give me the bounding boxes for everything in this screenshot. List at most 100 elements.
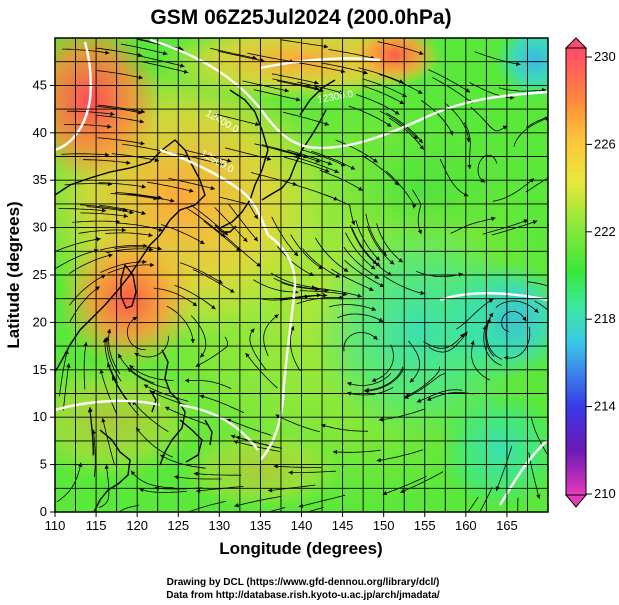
streamline-arrow	[230, 434, 236, 439]
streamline-arrow	[268, 488, 273, 493]
streamline-arrow	[129, 210, 134, 215]
streamline	[127, 193, 175, 202]
colorbar: 230 226 222 218 214 210	[564, 37, 616, 508]
streamline	[210, 47, 257, 59]
y-tick-label: 30	[33, 220, 47, 235]
height-contours	[55, 38, 548, 506]
streamline	[62, 363, 70, 411]
streamline	[328, 49, 376, 60]
streamline	[228, 203, 259, 242]
streamline-arrow	[532, 220, 538, 225]
x-tick-label: 115	[86, 518, 107, 533]
streamline-arrow	[370, 265, 376, 270]
streamline-arrow	[157, 246, 162, 251]
streamline	[378, 408, 426, 421]
credit-data: Data from http://database.rish.kyoto-u.a…	[166, 590, 440, 601]
streamline	[302, 248, 341, 278]
streamline-arrow	[470, 340, 475, 345]
streamline-arrow	[323, 293, 328, 298]
streamline-arrow	[419, 50, 424, 55]
streamline	[421, 100, 454, 136]
streamline	[470, 106, 508, 132]
streamline	[474, 51, 521, 65]
streamline-arrow	[170, 198, 175, 203]
streamline-arrow	[515, 541, 519, 545]
streamline	[187, 500, 227, 512]
streamline-arrow	[137, 53, 143, 58]
shaded-field	[55, 38, 548, 512]
x-tick-label: 110	[45, 518, 66, 533]
y-tick-label: 10	[33, 409, 47, 424]
streamline-arrow	[219, 161, 224, 166]
streamline-arrow	[324, 288, 329, 293]
streamline-arrow	[295, 97, 301, 102]
streamline-arrow	[253, 214, 258, 220]
streamline	[271, 216, 299, 257]
streamline-arrow	[229, 288, 235, 293]
x-tick-label: 125	[167, 518, 189, 533]
streamline-arrow	[102, 338, 108, 343]
streamline-arrow	[427, 396, 432, 401]
streamline	[69, 286, 100, 323]
streamline	[314, 287, 362, 298]
streamline-arrow	[250, 328, 255, 333]
streamline	[119, 504, 140, 512]
streamline-arrow	[324, 121, 329, 126]
streamline	[263, 314, 279, 356]
streamline-arrow	[163, 51, 168, 56]
streamline-arrow	[502, 125, 508, 130]
streamline-arrow	[347, 381, 352, 387]
y-tick-label: 35	[33, 172, 47, 187]
colorbar-label: 218	[594, 311, 616, 326]
streamline-arrow	[323, 44, 329, 49]
streamline	[486, 318, 503, 360]
streamline-arrow	[160, 531, 164, 535]
streamline	[525, 177, 548, 193]
streamline	[321, 424, 369, 432]
streamline-arrow	[288, 470, 293, 475]
streamline	[62, 48, 110, 54]
streamline-arrow	[371, 306, 376, 311]
streamline	[426, 392, 474, 401]
streamline-arrow	[358, 186, 363, 191]
streamline-arrow	[183, 69, 189, 74]
streamline-arrow	[150, 391, 156, 395]
streamline	[100, 245, 148, 251]
streamline	[141, 61, 189, 73]
streamline	[56, 462, 82, 503]
x-axis-label: Longitude (degrees)	[219, 539, 382, 558]
streamline-arrow	[405, 393, 410, 397]
streamline-arrow	[243, 237, 248, 242]
colorbar-label: 226	[594, 136, 616, 151]
streamline	[365, 213, 387, 257]
streamline	[358, 67, 404, 84]
streamline-arrow	[190, 339, 195, 344]
streamline-arrow	[465, 88, 470, 93]
streamline-arrow	[129, 365, 134, 370]
x-tick-label: 140	[291, 518, 313, 533]
streamline	[225, 147, 272, 161]
streamline-arrow	[101, 418, 106, 423]
streamline-arrow	[417, 89, 423, 94]
x-tick-label: 145	[332, 518, 354, 533]
streamline	[226, 418, 272, 436]
streamline	[80, 212, 128, 217]
longitude-ticks: 110 115 120 125 130 135 140 145 150 155 160 165	[45, 512, 518, 533]
streamline-arrow	[184, 378, 189, 383]
streamline-arrow	[273, 464, 278, 469]
streamline	[130, 470, 174, 489]
streamline	[530, 416, 548, 457]
streamline	[190, 315, 207, 358]
streamline	[120, 43, 168, 55]
streamline	[83, 159, 131, 164]
streamline	[273, 465, 322, 468]
streamline	[135, 427, 173, 458]
y-tick-label: 25	[33, 267, 47, 282]
streamline	[428, 69, 471, 93]
streamline	[234, 496, 282, 507]
streamline-arrow	[314, 80, 319, 85]
streamline-arrow	[143, 243, 148, 248]
x-tick-label: 120	[126, 518, 148, 533]
streamline-arrow	[389, 260, 395, 265]
streamline	[315, 237, 349, 273]
